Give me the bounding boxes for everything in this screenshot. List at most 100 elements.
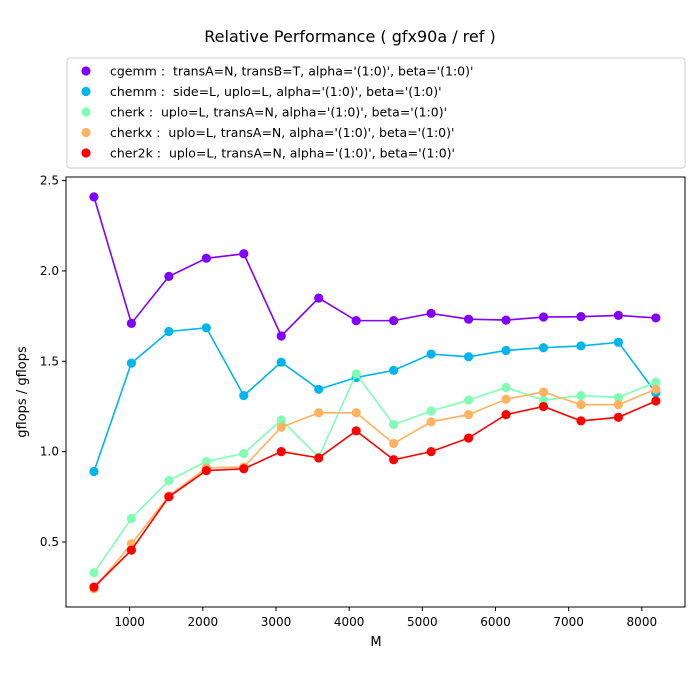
data-point [613, 400, 624, 410]
legend-marker [81, 107, 91, 117]
legend-item: cherk : uplo=L, transA=N, alpha='(1:0)',… [81, 105, 447, 120]
data-point [426, 417, 436, 427]
data-point [276, 447, 286, 457]
x-axis-label: M [370, 635, 381, 650]
x-tick-label: 1000 [114, 615, 145, 629]
y-axis: 0.5 1.0 1.5 2.0 2.5 [40, 174, 66, 549]
data-point [314, 384, 324, 394]
data-point [576, 391, 586, 401]
x-tick-label: 4000 [334, 615, 365, 629]
data-point [239, 464, 249, 474]
series-line [93, 327, 657, 472]
data-point [501, 409, 511, 420]
x-tick-label: 2000 [188, 615, 219, 629]
plot-area [65, 176, 686, 608]
data-point [538, 387, 549, 397]
data-point [239, 249, 249, 259]
legend-box [66, 57, 686, 169]
data-point [463, 314, 474, 324]
series-group [89, 192, 661, 594]
series-3 [89, 384, 661, 594]
data-point [126, 513, 137, 524]
data-point [463, 352, 474, 362]
data-point [389, 365, 399, 375]
data-point [201, 253, 211, 263]
data-point [651, 396, 661, 406]
data-point [463, 395, 474, 405]
legend-label: cherk : uplo=L, transA=N, alpha='(1:0)',… [110, 105, 447, 120]
data-point [426, 447, 436, 457]
legend-marker [81, 148, 91, 158]
series-line [93, 388, 657, 590]
data-point [314, 453, 324, 463]
data-point [89, 466, 99, 477]
data-point [538, 401, 549, 412]
y-tick-label: 1.5 [40, 354, 59, 368]
series-4 [89, 396, 661, 592]
legend-label: chemm : side=L, uplo=L, alpha='(1:0)', b… [110, 84, 442, 99]
series-0 [89, 192, 661, 341]
data-point [576, 312, 586, 322]
data-point [276, 422, 286, 432]
series-line [93, 400, 657, 588]
data-point [389, 419, 399, 430]
data-point [164, 475, 174, 486]
data-point [538, 312, 549, 322]
data-point [538, 395, 549, 405]
data-point [576, 341, 586, 351]
data-point [239, 391, 249, 401]
data-point [201, 456, 211, 467]
legend-label: cherkx : uplo=L, transA=N, alpha='(1:0)'… [110, 125, 454, 140]
data-point [613, 392, 624, 403]
data-point [164, 326, 174, 337]
legend-item: cher2k : uplo=L, transA=N, alpha='(1:0)'… [81, 146, 455, 161]
x-tick-label: 8000 [627, 615, 658, 629]
axes-frame [65, 176, 686, 608]
data-point [276, 415, 286, 425]
data-point [426, 406, 436, 416]
data-point [126, 318, 137, 328]
data-point [276, 331, 286, 341]
data-point [276, 357, 286, 367]
data-point [426, 349, 436, 359]
legend-marker [81, 66, 91, 76]
data-point [426, 308, 436, 319]
chart-title: Relative Performance ( gfx90a / ref ) [204, 27, 495, 46]
series-line [93, 196, 656, 338]
data-point [164, 492, 174, 502]
data-point [501, 382, 511, 393]
data-point [126, 358, 137, 368]
legend-item: cherkx : uplo=L, transA=N, alpha='(1:0)'… [81, 125, 454, 140]
legend-label: cgemm : transA=N, transB=T, alpha='(1:0)… [110, 64, 473, 79]
y-tick-label: 1.0 [40, 445, 59, 459]
data-point [351, 426, 361, 436]
legend-item: chemm : side=L, uplo=L, alpha='(1:0)', b… [81, 84, 442, 99]
y-tick-label: 2.5 [40, 174, 59, 188]
data-point [164, 271, 174, 281]
data-point [463, 433, 474, 443]
data-point [463, 409, 474, 420]
legend-item: cgemm : transA=N, transB=T, alpha='(1:0)… [81, 64, 473, 79]
data-point [613, 412, 624, 422]
legend-label: cher2k : uplo=L, transA=N, alpha='(1:0)'… [110, 146, 455, 161]
legend-marker [81, 127, 91, 138]
x-axis: 1000 2000 3000 4000 5000 6000 7000 8000 [114, 607, 657, 629]
data-point [501, 315, 511, 325]
data-point [351, 408, 361, 418]
y-tick-label: 2.0 [40, 264, 59, 278]
y-axis-label: gflops / gflops [15, 346, 30, 438]
data-point [651, 313, 661, 323]
data-point [651, 384, 661, 394]
data-point [501, 394, 511, 404]
data-point [651, 377, 661, 387]
data-point [126, 545, 137, 555]
data-point [501, 345, 511, 356]
data-point [613, 310, 624, 320]
data-point [538, 343, 549, 353]
data-point [389, 438, 399, 449]
legend-marker [81, 86, 91, 97]
data-point [314, 293, 324, 303]
data-point [89, 582, 99, 592]
x-tick-label: 3000 [261, 615, 292, 629]
